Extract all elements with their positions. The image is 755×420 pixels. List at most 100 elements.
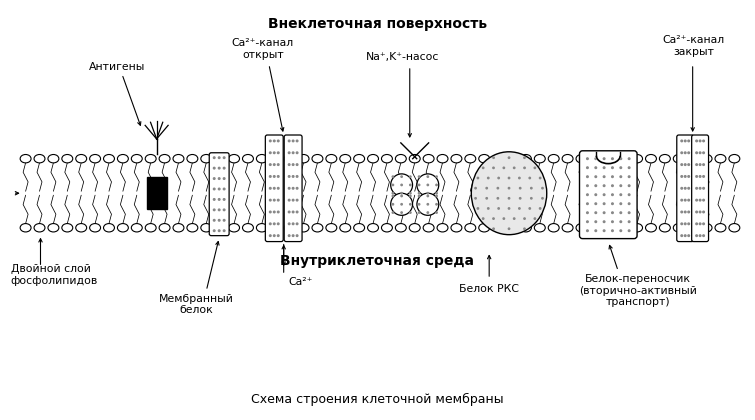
Circle shape: [218, 178, 220, 179]
Circle shape: [699, 211, 701, 213]
Circle shape: [277, 223, 279, 225]
Circle shape: [292, 223, 294, 225]
Ellipse shape: [103, 155, 115, 163]
Circle shape: [296, 235, 298, 236]
Circle shape: [603, 167, 605, 168]
Ellipse shape: [451, 223, 462, 232]
Circle shape: [277, 140, 279, 142]
Ellipse shape: [520, 155, 532, 163]
Circle shape: [401, 184, 402, 186]
Ellipse shape: [423, 155, 434, 163]
Circle shape: [612, 176, 613, 178]
Circle shape: [214, 209, 215, 211]
Circle shape: [587, 221, 588, 223]
Circle shape: [427, 184, 429, 186]
Circle shape: [696, 211, 698, 213]
Ellipse shape: [390, 193, 412, 215]
Circle shape: [401, 212, 402, 213]
Circle shape: [612, 212, 613, 213]
Ellipse shape: [604, 155, 615, 163]
Ellipse shape: [159, 155, 170, 163]
Circle shape: [223, 220, 225, 221]
Circle shape: [620, 230, 621, 231]
Circle shape: [223, 199, 225, 200]
Circle shape: [482, 167, 484, 168]
Circle shape: [270, 211, 271, 213]
Circle shape: [493, 157, 495, 158]
Circle shape: [503, 167, 504, 168]
Circle shape: [270, 140, 271, 142]
Circle shape: [542, 197, 543, 199]
Circle shape: [292, 200, 294, 201]
Circle shape: [270, 187, 271, 189]
Circle shape: [270, 164, 271, 165]
Circle shape: [223, 167, 225, 169]
Circle shape: [488, 208, 489, 209]
Circle shape: [486, 197, 488, 199]
Ellipse shape: [632, 155, 643, 163]
Text: Антигены: Антигены: [89, 62, 145, 72]
Circle shape: [288, 187, 290, 189]
Text: Мембранный
белок: Мембранный белок: [159, 294, 234, 315]
Circle shape: [620, 212, 621, 213]
Circle shape: [681, 200, 683, 201]
FancyBboxPatch shape: [692, 135, 708, 241]
Circle shape: [218, 188, 220, 190]
Circle shape: [688, 176, 689, 177]
Ellipse shape: [673, 223, 684, 232]
Circle shape: [688, 152, 689, 154]
Circle shape: [427, 204, 429, 205]
Circle shape: [542, 187, 543, 189]
Circle shape: [296, 200, 298, 201]
Text: Na⁺,K⁺-насос: Na⁺,K⁺-насос: [366, 52, 439, 62]
Circle shape: [612, 167, 613, 168]
Circle shape: [296, 164, 298, 165]
Circle shape: [214, 178, 215, 179]
Ellipse shape: [214, 155, 226, 163]
Circle shape: [270, 235, 271, 236]
Text: Внеклеточная поверхность: Внеклеточная поверхность: [268, 17, 487, 31]
Circle shape: [288, 223, 290, 225]
Text: Ca²⁺: Ca²⁺: [288, 277, 313, 287]
Circle shape: [620, 167, 621, 168]
Circle shape: [508, 177, 510, 178]
Circle shape: [703, 200, 704, 201]
Circle shape: [595, 203, 596, 205]
Circle shape: [524, 167, 525, 168]
Circle shape: [288, 200, 290, 201]
Circle shape: [628, 221, 630, 223]
Circle shape: [508, 208, 510, 209]
Ellipse shape: [381, 223, 393, 232]
Circle shape: [513, 218, 515, 219]
Circle shape: [218, 230, 220, 231]
Circle shape: [223, 188, 225, 190]
Circle shape: [296, 140, 298, 142]
Circle shape: [214, 188, 215, 190]
Circle shape: [277, 176, 279, 177]
Ellipse shape: [131, 223, 142, 232]
Circle shape: [427, 176, 429, 177]
Circle shape: [524, 228, 525, 229]
Circle shape: [296, 211, 298, 213]
Circle shape: [587, 203, 588, 205]
Circle shape: [436, 184, 437, 186]
Ellipse shape: [701, 155, 712, 163]
Ellipse shape: [173, 155, 184, 163]
Circle shape: [277, 211, 279, 213]
Ellipse shape: [257, 223, 267, 232]
Ellipse shape: [90, 155, 100, 163]
Circle shape: [685, 187, 686, 189]
Circle shape: [508, 157, 510, 158]
Circle shape: [273, 211, 275, 213]
Circle shape: [223, 230, 225, 231]
Ellipse shape: [270, 155, 281, 163]
Ellipse shape: [381, 155, 393, 163]
Circle shape: [214, 220, 215, 221]
Circle shape: [699, 235, 701, 236]
Circle shape: [628, 194, 630, 195]
Ellipse shape: [62, 223, 72, 232]
Circle shape: [273, 140, 275, 142]
Ellipse shape: [604, 223, 615, 232]
FancyBboxPatch shape: [209, 153, 229, 236]
Ellipse shape: [298, 223, 309, 232]
